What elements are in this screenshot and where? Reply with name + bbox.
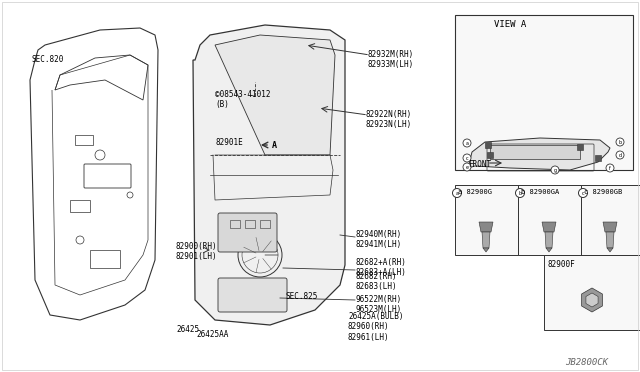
Bar [485,142,491,148]
Text: 82682(RH)
82683(LH): 82682(RH) 82683(LH) [356,272,397,291]
Circle shape [463,163,471,171]
Text: 96522M(RH)
96523M(LH): 96522M(RH) 96523M(LH) [356,295,403,314]
Bar [544,255,640,330]
Circle shape [616,138,624,146]
Text: c: c [582,190,584,196]
Circle shape [606,164,614,172]
Bar [90,250,120,268]
Text: a: a [456,190,458,196]
Bar [455,15,633,170]
Bar [75,135,93,145]
Text: FRONT: FRONT [468,160,491,169]
Polygon shape [607,248,613,252]
Bar [245,220,255,228]
Text: 82940M(RH)
82941M(LH): 82940M(RH) 82941M(LH) [356,230,403,249]
Text: SEC.825: SEC.825 [285,292,317,301]
Text: b: b [518,190,522,196]
Text: SEC.820: SEC.820 [32,55,65,64]
Bar [260,220,270,228]
Text: 26425: 26425 [176,325,199,334]
Bar [581,185,640,255]
Circle shape [616,151,624,159]
Bar [487,152,493,158]
Bar [230,220,240,228]
Polygon shape [582,288,602,312]
Polygon shape [586,293,598,307]
Circle shape [515,189,525,198]
Polygon shape [545,232,553,248]
Polygon shape [603,222,617,232]
Text: A: A [272,141,277,150]
Bar [577,144,583,150]
Polygon shape [468,138,610,170]
Text: 82901E: 82901E [215,138,243,147]
Text: ©08543-41012
(B): ©08543-41012 (B) [215,90,271,109]
Text: b: b [618,140,621,144]
Circle shape [551,166,559,174]
Text: JB2800CK: JB2800CK [565,358,608,367]
Circle shape [579,189,588,198]
Text: g: g [554,167,557,173]
Bar [455,185,518,255]
Text: 82932M(RH)
82933M(LH): 82932M(RH) 82933M(LH) [368,50,414,70]
Text: f: f [609,166,611,170]
Text: 82900(RH)
82901(LH): 82900(RH) 82901(LH) [175,242,216,262]
FancyBboxPatch shape [218,213,277,252]
Bar [518,185,581,255]
Circle shape [452,189,461,198]
Text: 82682+A(RH)
82683+A(LH): 82682+A(RH) 82683+A(LH) [356,258,407,278]
Polygon shape [479,222,493,232]
Text: a: a [465,141,468,145]
Text: VIEW A: VIEW A [494,20,526,29]
Polygon shape [215,35,335,155]
Polygon shape [193,25,345,325]
Text: d: d [618,153,621,157]
Text: 26425A(BULB)
82960(RH)
82961(LH): 26425A(BULB) 82960(RH) 82961(LH) [348,312,403,342]
Polygon shape [606,232,614,248]
Bar [595,155,601,161]
Polygon shape [546,248,552,252]
Text: 82922N(RH)
82923N(LH): 82922N(RH) 82923N(LH) [366,110,412,129]
Text: 82900F: 82900F [548,260,576,269]
FancyBboxPatch shape [218,278,287,312]
Text: c: c [466,155,468,160]
Polygon shape [542,222,556,232]
Text: a 82900G: a 82900G [458,189,492,195]
Bar [490,145,580,159]
Polygon shape [482,232,490,248]
Text: e: e [465,164,468,170]
Bar [70,200,90,212]
Text: c 82900GB: c 82900GB [584,189,622,195]
Text: 26425AA: 26425AA [196,330,228,339]
Text: b 82900GA: b 82900GA [521,189,559,195]
Circle shape [463,139,471,147]
Polygon shape [483,248,489,252]
Circle shape [463,154,471,162]
